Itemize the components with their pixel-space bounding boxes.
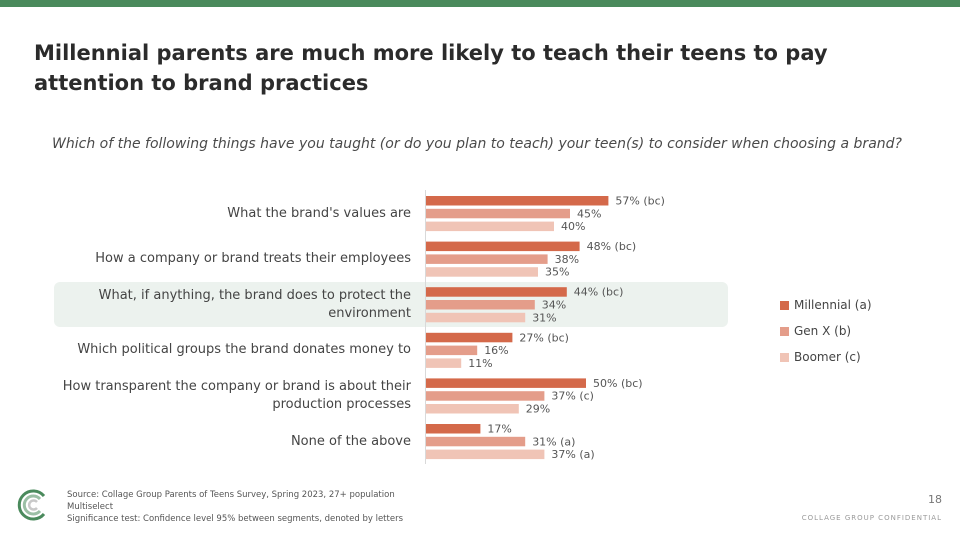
category-label-text: How a company or brand treats their empl… [95,251,411,267]
category-label: None of the above [60,420,411,464]
bar-data-label: 57% (bc) [615,195,665,208]
legend-label: Millennial (a) [794,298,872,312]
category-label: How transparent the company or brand is … [60,374,411,418]
category-label: What, if anything, the brand does to pro… [60,283,411,327]
bar-data-label: 29% [526,403,550,416]
footnote: Source: Collage Group Parents of Teens S… [67,489,403,525]
multiselect-note: Multiselect [67,502,114,512]
bar-data-label: 45% [577,207,601,220]
highlighted-row-background [54,282,728,327]
bar [426,378,586,388]
category-label-text: How transparent the company or brand is … [62,378,411,412]
bar [426,196,609,206]
category-label-text: Which political groups the brand donates… [77,342,411,358]
top-accent-bar [0,0,960,7]
bar-data-label: 40% [561,220,585,233]
collage-group-logo-icon [17,489,46,521]
bar [426,312,526,323]
bar [426,391,545,401]
significance-note: Significance test: Confidence level 95% … [67,514,404,524]
bar-data-label: 31% (a) [532,435,575,448]
bar [426,300,535,310]
bar-data-label: 38% [555,253,579,266]
bar-data-label: 37% (c) [551,390,594,403]
category-label-text: None of the above [290,433,411,449]
bar-data-label: 48% (bc) [587,240,637,253]
bar [426,208,570,219]
category-label: How a company or brand treats their empl… [60,237,411,281]
legend-swatch [780,326,789,336]
legend-label: Gen X (b) [794,324,852,338]
bar-data-label: 17% [487,423,511,436]
bar [426,332,513,343]
bar-data-label: 35% [545,266,569,279]
bar-data-label: 44% (bc) [574,286,624,299]
bar [426,287,567,297]
survey-question: Which of the following things have you t… [52,136,902,152]
confidential-notice: COLLAGE GROUP CONFIDENTIAL [801,514,942,522]
legend-swatch [780,300,789,310]
bar [426,424,481,434]
bar-data-label: 16% [484,344,508,357]
slide-title: Millennial parents are much more likely … [34,41,828,95]
bar-data-label: 27% (bc) [519,331,569,344]
legend-item: Gen X (b) [780,318,872,344]
bar [426,436,526,447]
bar [426,267,538,277]
bar-data-label: 50% (bc) [593,377,643,390]
bar [426,241,580,252]
category-label: What the brand's values are [60,192,411,236]
legend-label: Boomer (c) [794,350,861,364]
category-label-text: What, if anything, the brand does to pro… [98,287,411,321]
bar [426,254,548,264]
legend-item: Boomer (c) [780,344,872,370]
category-label-text: What the brand's values are [227,205,411,221]
bar [426,449,545,460]
bar [426,221,554,232]
bar-data-label: 11% [468,357,492,370]
category-label: Which political groups the brand donates… [60,328,411,372]
source-note: Source: Collage Group Parents of Teens S… [67,490,395,500]
bar-data-label: 31% [532,311,556,324]
bar [426,345,478,356]
bar-data-label: 34% [542,299,566,312]
bar-data-label: 37% (a) [551,448,594,461]
legend: Millennial (a) Gen X (b) Boomer (c) [780,292,872,370]
legend-swatch [780,352,789,362]
bar [426,404,519,414]
legend-item: Millennial (a) [780,292,872,318]
bar [426,358,462,368]
page-number: 18 [928,493,942,506]
